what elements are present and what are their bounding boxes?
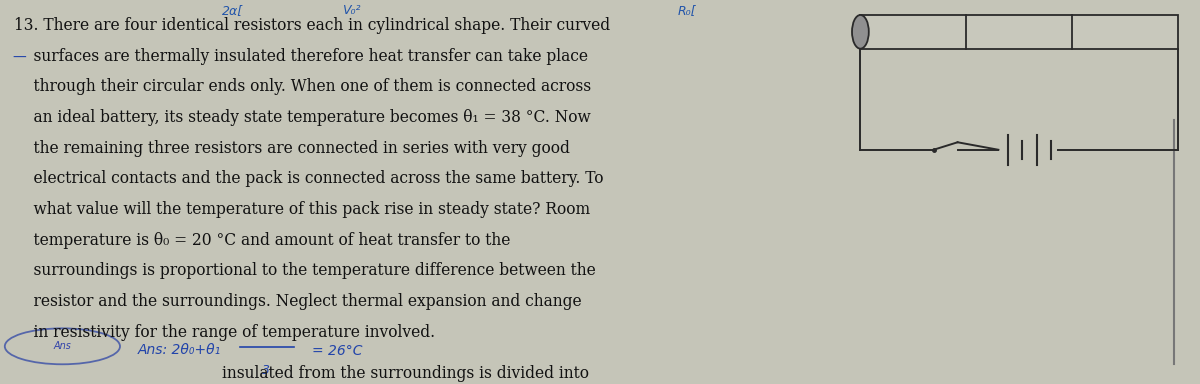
Text: 2α[: 2α[ xyxy=(222,4,244,17)
Text: R₀[: R₀[ xyxy=(678,4,696,17)
Text: in resistivity for the range of temperature involved.: in resistivity for the range of temperat… xyxy=(14,324,436,341)
Text: the remaining three resistors are connected in series with very good: the remaining three resistors are connec… xyxy=(14,140,570,157)
Text: Ans: 2θ₀+θ₁: Ans: 2θ₀+θ₁ xyxy=(138,343,221,357)
Text: insulated from the surroundings is divided into: insulated from the surroundings is divid… xyxy=(222,365,589,382)
Text: what value will the temperature of this pack rise in steady state? Room: what value will the temperature of this … xyxy=(14,201,590,218)
Text: 3: 3 xyxy=(262,364,270,377)
Text: resistor and the surroundings. Neglect thermal expansion and change: resistor and the surroundings. Neglect t… xyxy=(14,293,582,310)
Bar xyxy=(860,15,1178,49)
Text: = 26°C: = 26°C xyxy=(312,344,362,358)
Ellipse shape xyxy=(852,15,869,49)
Text: Ans: Ans xyxy=(54,341,71,351)
Text: surfaces are thermally insulated therefore heat transfer can take place: surfaces are thermally insulated therefo… xyxy=(14,48,588,65)
Text: surroundings is proportional to the temperature difference between the: surroundings is proportional to the temp… xyxy=(14,262,596,280)
Text: electrical contacts and the pack is connected across the same battery. To: electrical contacts and the pack is conn… xyxy=(14,170,604,187)
Text: temperature is θ₀ = 20 °C and amount of heat transfer to the: temperature is θ₀ = 20 °C and amount of … xyxy=(14,232,511,249)
Text: through their circular ends only. When one of them is connected across: through their circular ends only. When o… xyxy=(14,78,592,95)
Text: V₀²: V₀² xyxy=(342,4,360,17)
Text: an ideal battery, its steady state temperature becomes θ₁ = 38 °C. Now: an ideal battery, its steady state tempe… xyxy=(14,109,592,126)
Text: —: — xyxy=(12,51,25,65)
Text: 13. There are four identical resistors each in cylindrical shape. Their curved: 13. There are four identical resistors e… xyxy=(14,17,611,34)
